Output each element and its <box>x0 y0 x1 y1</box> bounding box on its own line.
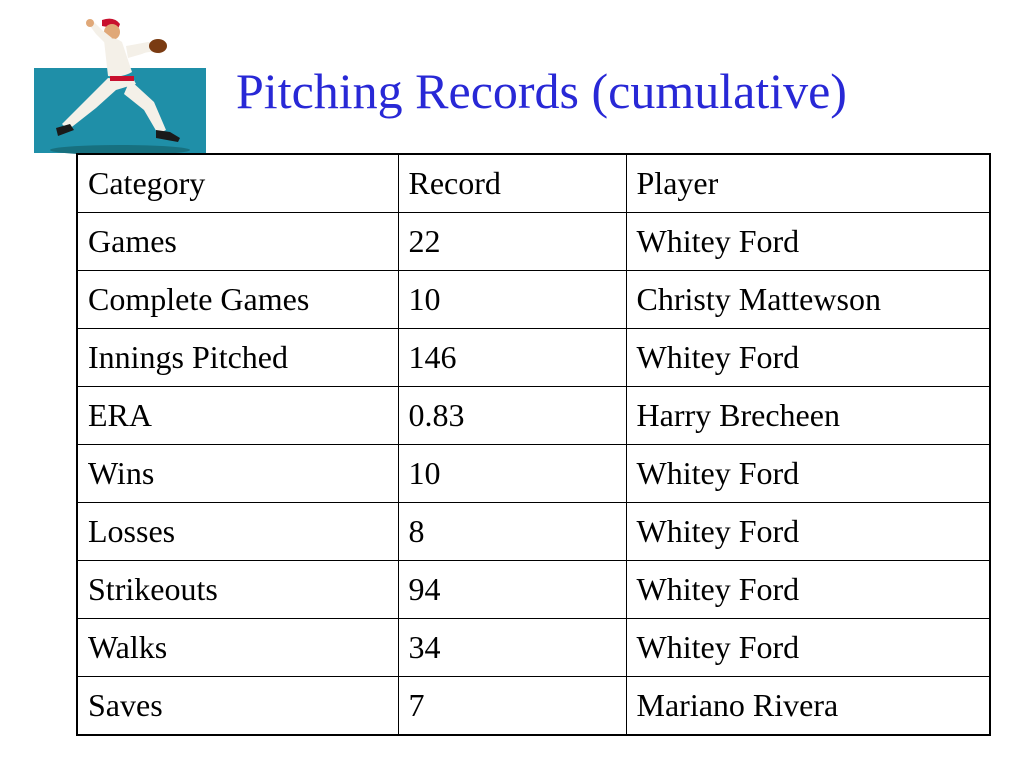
record-cell: 10 <box>397 270 627 329</box>
baseball-pitcher-icon <box>34 18 206 155</box>
category-cell: Losses <box>76 502 399 561</box>
category-cell: Strikeouts <box>76 560 399 619</box>
column-header-record: Record <box>397 153 627 213</box>
table-row: Strikeouts 94 Whitey Ford <box>76 560 991 619</box>
player-cell: Whitey Ford <box>625 560 991 619</box>
table-row: Losses 8 Whitey Ford <box>76 502 991 561</box>
table-row: Wins 10 Whitey Ford <box>76 444 991 503</box>
player-cell: Whitey Ford <box>625 212 991 271</box>
category-cell: Games <box>76 212 399 271</box>
record-cell: 94 <box>397 560 627 619</box>
column-header-player: Player <box>625 153 991 213</box>
category-cell: Saves <box>76 676 399 736</box>
category-cell: Walks <box>76 618 399 677</box>
category-cell: Innings Pitched <box>76 328 399 387</box>
player-cell: Whitey Ford <box>625 328 991 387</box>
category-cell: ERA <box>76 386 399 445</box>
record-cell: 0.83 <box>397 386 627 445</box>
player-cell: Whitey Ford <box>625 444 991 503</box>
table-row: ERA 0.83 Harry Brecheen <box>76 386 991 445</box>
category-cell: Wins <box>76 444 399 503</box>
record-cell: 22 <box>397 212 627 271</box>
record-cell: 10 <box>397 444 627 503</box>
player-cell: Whitey Ford <box>625 502 991 561</box>
column-header-category: Category <box>76 153 399 213</box>
player-cell: Whitey Ford <box>625 618 991 677</box>
record-cell: 7 <box>397 676 627 736</box>
table-row: Innings Pitched 146 Whitey Ford <box>76 328 991 387</box>
category-cell: Complete Games <box>76 270 399 329</box>
table-row: Games 22 Whitey Ford <box>76 212 991 271</box>
table-row: Walks 34 Whitey Ford <box>76 618 991 677</box>
record-cell: 146 <box>397 328 627 387</box>
table-row: Complete Games 10 Christy Mattewson <box>76 270 991 329</box>
table-row: Saves 7 Mariano Rivera <box>76 676 991 736</box>
player-cell: Mariano Rivera <box>625 676 991 736</box>
player-cell: Christy Mattewson <box>625 270 991 329</box>
record-cell: 8 <box>397 502 627 561</box>
player-cell: Harry Brecheen <box>625 386 991 445</box>
pitching-records-table: Category Record Player Games 22 Whitey F… <box>76 153 991 736</box>
page-title: Pitching Records (cumulative) <box>236 63 847 119</box>
table-header-row: Category Record Player <box>76 153 991 213</box>
record-cell: 34 <box>397 618 627 677</box>
